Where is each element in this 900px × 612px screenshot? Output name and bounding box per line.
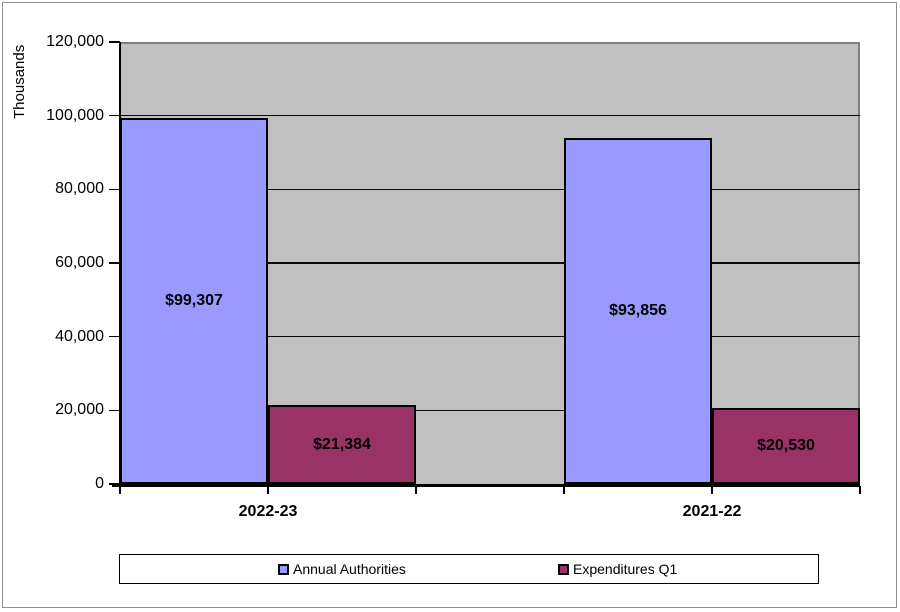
y-tick-label: 20,000 [55, 401, 104, 419]
legend-label: Annual Authorities [293, 561, 406, 577]
category-label-2022-23: 2022-23 [238, 503, 298, 520]
x-axis-tick [119, 486, 121, 494]
major-gridline [121, 188, 860, 191]
y-tick-label: 80,000 [55, 180, 104, 198]
x-axis-tick [415, 486, 417, 494]
y-axis-tick [109, 114, 120, 117]
category-label-2021-22: 2021-22 [682, 503, 742, 520]
bar-data-label: $99,307 [165, 292, 223, 310]
y-axis-tick [109, 41, 120, 43]
bar-annual-authorities-2021-22: $93,856 [564, 138, 712, 484]
legend: Annual Authorities Expenditures Q1 [119, 554, 819, 584]
legend-item: Annual Authorities [278, 555, 406, 583]
y-axis-tick [109, 262, 120, 264]
y-axis-tick [109, 188, 120, 191]
y-axis-title: Thousands [11, 44, 28, 119]
x-axis-line [112, 484, 860, 487]
major-gridline [121, 262, 860, 264]
y-axis-tick [109, 409, 120, 412]
y-tick-label: 100,000 [46, 106, 104, 124]
x-axis-tick [859, 486, 861, 494]
bar-data-label: $93,856 [609, 302, 667, 320]
x-axis-tick [711, 486, 713, 494]
y-tick-label: 120,000 [46, 33, 104, 50]
bar-data-label: $21,384 [313, 435, 371, 453]
y-axis-line [119, 42, 121, 485]
bar-data-label: $20,530 [757, 437, 815, 455]
y-axis-tick [109, 335, 120, 338]
y-tick-label: 0 [95, 475, 104, 492]
legend-marker-icon [278, 563, 289, 575]
x-axis-tick [563, 486, 565, 494]
bar-expenditures-q1-2021-22: $20,530 [712, 408, 860, 484]
major-gridline [121, 335, 860, 338]
bar-annual-authorities-2022-23: $99,307 [120, 118, 268, 484]
major-gridline [121, 114, 860, 117]
y-tick-label: 40,000 [55, 327, 104, 345]
legend-item: Expenditures Q1 [558, 555, 677, 583]
bar-expenditures-q1-2022-23: $21,384 [268, 405, 416, 484]
major-gridline [121, 409, 860, 412]
x-axis-tick [267, 486, 269, 494]
legend-marker-icon [558, 563, 569, 575]
y-tick-label: 60,000 [55, 254, 104, 271]
legend-label: Expenditures Q1 [573, 561, 678, 577]
